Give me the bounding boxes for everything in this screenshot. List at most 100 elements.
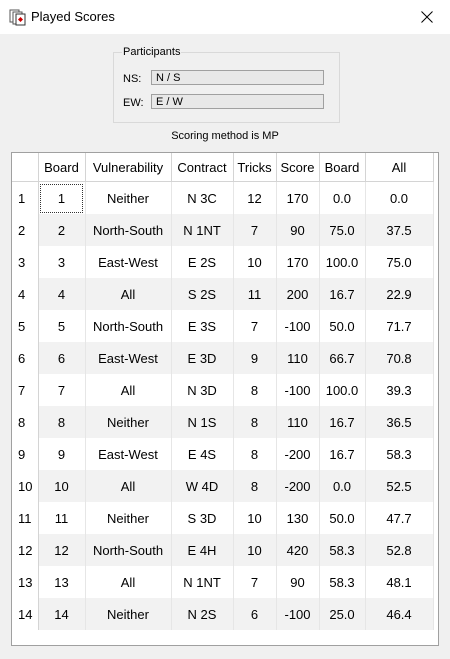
col-header-vulnerability[interactable]: Vulnerability (85, 153, 172, 182)
cell-board-pct[interactable]: 0.0 (319, 181, 366, 214)
table-row[interactable]: 9 9 East-West E 4S 8 -200 16.7 58.3 (12, 438, 434, 470)
cell-contract[interactable]: E 4S (171, 438, 234, 470)
cell-all[interactable]: 0.0 (365, 181, 434, 214)
cell-score[interactable]: -100 (276, 374, 320, 406)
cell-tricks[interactable]: 7 (233, 310, 277, 342)
cell-contract[interactable]: N 2S (171, 598, 234, 630)
cell-tricks[interactable]: 10 (233, 534, 277, 566)
cell-vulnerability[interactable]: Neither (85, 406, 172, 438)
cell-vulnerability[interactable]: North-South (85, 310, 172, 342)
cell-contract[interactable]: N 3D (171, 374, 234, 406)
cell-board[interactable]: 1 (38, 181, 86, 214)
cell-contract[interactable]: E 3D (171, 342, 234, 374)
col-header-board[interactable]: Board (38, 153, 86, 182)
cell-score[interactable]: -200 (276, 470, 320, 502)
cell-contract[interactable]: S 2S (171, 278, 234, 310)
cell-vulnerability[interactable]: East-West (85, 246, 172, 278)
cell-vulnerability[interactable]: All (85, 374, 172, 406)
cell-score[interactable]: -100 (276, 598, 320, 630)
cell-tricks[interactable]: 11 (233, 278, 277, 310)
cell-vulnerability[interactable]: North-South (85, 534, 172, 566)
cell-all[interactable]: 48.1 (365, 566, 434, 598)
cell-all[interactable]: 71.7 (365, 310, 434, 342)
cell-vulnerability[interactable]: Neither (85, 181, 172, 214)
cell-board[interactable]: 13 (38, 566, 86, 598)
cell-all[interactable]: 37.5 (365, 214, 434, 246)
cell-contract[interactable]: N 1NT (171, 566, 234, 598)
cell-score[interactable]: 110 (276, 342, 320, 374)
table-row[interactable]: 14 14 Neither N 2S 6 -100 25.0 46.4 (12, 598, 434, 630)
cell-tricks[interactable]: 8 (233, 470, 277, 502)
cell-board-pct[interactable]: 50.0 (319, 502, 366, 534)
cell-vulnerability[interactable]: Neither (85, 502, 172, 534)
cell-vulnerability[interactable]: All (85, 470, 172, 502)
col-header-tricks[interactable]: Tricks (233, 153, 277, 182)
cell-all[interactable]: 75.0 (365, 246, 434, 278)
col-header-board-pct[interactable]: Board (319, 153, 366, 182)
cell-all[interactable]: 22.9 (365, 278, 434, 310)
cell-board[interactable]: 14 (38, 598, 86, 630)
cell-vulnerability[interactable]: All (85, 566, 172, 598)
cell-score[interactable]: 170 (276, 181, 320, 214)
cell-all[interactable]: 47.7 (365, 502, 434, 534)
table-row[interactable]: 1 1 Neither N 3C 12 170 0.0 0.0 (12, 181, 434, 214)
table-row[interactable]: 2 2 North-South N 1NT 7 90 75.0 37.5 (12, 214, 434, 246)
cell-tricks[interactable]: 8 (233, 374, 277, 406)
cell-board-pct[interactable]: 100.0 (319, 246, 366, 278)
cell-board-pct[interactable]: 16.7 (319, 278, 366, 310)
cell-contract[interactable]: E 3S (171, 310, 234, 342)
cell-contract[interactable]: S 3D (171, 502, 234, 534)
cell-score[interactable]: 420 (276, 534, 320, 566)
cell-vulnerability[interactable]: All (85, 278, 172, 310)
cell-board[interactable]: 3 (38, 246, 86, 278)
cell-board[interactable]: 9 (38, 438, 86, 470)
table-row[interactable]: 3 3 East-West E 2S 10 170 100.0 75.0 (12, 246, 434, 278)
cell-tricks[interactable]: 12 (233, 181, 277, 214)
cell-score[interactable]: 90 (276, 566, 320, 598)
cell-board-pct[interactable]: 50.0 (319, 310, 366, 342)
table-row[interactable]: 12 12 North-South E 4H 10 420 58.3 52.8 (12, 534, 434, 566)
cell-board[interactable]: 4 (38, 278, 86, 310)
cell-vulnerability[interactable]: North-South (85, 214, 172, 246)
cell-board-pct[interactable]: 58.3 (319, 534, 366, 566)
cell-board[interactable]: 12 (38, 534, 86, 566)
cell-score[interactable]: -200 (276, 438, 320, 470)
cell-board-pct[interactable]: 58.3 (319, 566, 366, 598)
cell-all[interactable]: 52.5 (365, 470, 434, 502)
cell-board-pct[interactable]: 16.7 (319, 406, 366, 438)
table-row[interactable]: 7 7 All N 3D 8 -100 100.0 39.3 (12, 374, 434, 406)
col-header-contract[interactable]: Contract (171, 153, 234, 182)
cell-score[interactable]: 90 (276, 214, 320, 246)
cell-score[interactable]: 200 (276, 278, 320, 310)
table-row[interactable]: 4 4 All S 2S 11 200 16.7 22.9 (12, 278, 434, 310)
cell-board[interactable]: 6 (38, 342, 86, 374)
cell-tricks[interactable]: 8 (233, 438, 277, 470)
cell-all[interactable]: 52.8 (365, 534, 434, 566)
cell-vulnerability[interactable]: East-West (85, 438, 172, 470)
cell-board[interactable]: 11 (38, 502, 86, 534)
cell-score[interactable]: -100 (276, 310, 320, 342)
cell-all[interactable]: 36.5 (365, 406, 434, 438)
cell-score[interactable]: 170 (276, 246, 320, 278)
close-button[interactable] (404, 0, 450, 34)
cell-all[interactable]: 70.8 (365, 342, 434, 374)
cell-contract[interactable]: N 3C (171, 181, 234, 214)
table-row[interactable]: 8 8 Neither N 1S 8 110 16.7 36.5 (12, 406, 434, 438)
cell-score[interactable]: 110 (276, 406, 320, 438)
cell-vulnerability[interactable]: East-West (85, 342, 172, 374)
cell-contract[interactable]: N 1S (171, 406, 234, 438)
col-header-all[interactable]: All (365, 153, 434, 182)
cell-board-pct[interactable]: 25.0 (319, 598, 366, 630)
scores-grid[interactable]: Board Vulnerability Contract Tricks Scor… (11, 152, 439, 646)
focused-cell[interactable]: 1 (39, 183, 84, 213)
cell-all[interactable]: 58.3 (365, 438, 434, 470)
table-row[interactable]: 11 11 Neither S 3D 10 130 50.0 47.7 (12, 502, 434, 534)
cell-contract[interactable]: E 4H (171, 534, 234, 566)
cell-board-pct[interactable]: 66.7 (319, 342, 366, 374)
cell-tricks[interactable]: 6 (233, 598, 277, 630)
cell-board[interactable]: 8 (38, 406, 86, 438)
table-row[interactable]: 10 10 All W 4D 8 -200 0.0 52.5 (12, 470, 434, 502)
cell-all[interactable]: 39.3 (365, 374, 434, 406)
table-row[interactable]: 13 13 All N 1NT 7 90 58.3 48.1 (12, 566, 434, 598)
cell-board[interactable]: 10 (38, 470, 86, 502)
